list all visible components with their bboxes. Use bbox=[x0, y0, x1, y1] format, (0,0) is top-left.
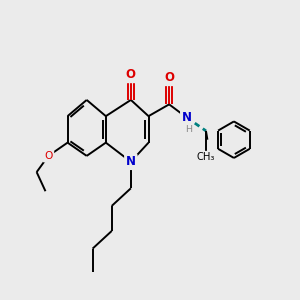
Text: N: N bbox=[126, 155, 136, 168]
Text: O: O bbox=[44, 151, 52, 161]
Text: N: N bbox=[182, 111, 192, 124]
Text: H: H bbox=[185, 125, 192, 134]
Text: CH₃: CH₃ bbox=[197, 152, 215, 162]
Text: O: O bbox=[126, 68, 136, 81]
Text: O: O bbox=[164, 71, 174, 84]
